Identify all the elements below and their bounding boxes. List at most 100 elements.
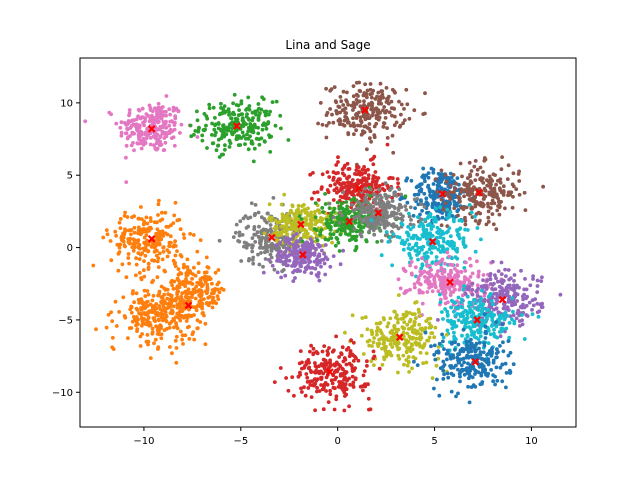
data-point [420, 328, 425, 333]
data-point [494, 365, 499, 370]
data-point [425, 211, 429, 215]
data-point [356, 110, 361, 115]
data-point [267, 258, 271, 262]
data-point [322, 261, 327, 266]
data-point [196, 126, 201, 131]
data-point [418, 344, 422, 349]
data-point [173, 338, 178, 343]
data-point [320, 248, 324, 253]
data-point [320, 122, 325, 127]
centroid-marker-16 [498, 295, 507, 304]
data-point [463, 227, 467, 232]
data-point [504, 385, 508, 390]
data-point [435, 225, 440, 230]
data-point [246, 147, 251, 152]
data-point [451, 246, 455, 251]
data-point [371, 349, 376, 354]
data-point [504, 371, 509, 375]
data-point [333, 243, 338, 248]
data-point [375, 240, 380, 244]
data-point [436, 269, 440, 274]
data-point [500, 155, 504, 160]
data-point [309, 370, 314, 374]
data-point [406, 225, 410, 229]
data-point [305, 231, 310, 236]
data-point [319, 187, 324, 191]
data-point [388, 236, 392, 240]
data-point [479, 356, 484, 361]
data-point [101, 235, 106, 240]
data-point [122, 314, 127, 318]
data-point [132, 148, 136, 153]
data-point [461, 327, 466, 332]
data-point [418, 350, 423, 355]
data-point [156, 213, 160, 217]
data-point [486, 341, 491, 345]
data-point [486, 351, 491, 356]
data-point [253, 111, 258, 116]
data-point [530, 298, 535, 303]
data-point [351, 108, 355, 112]
data-point [338, 384, 342, 389]
data-point [430, 205, 435, 210]
data-point [352, 196, 356, 201]
data-point [331, 209, 336, 214]
data-point [195, 326, 200, 330]
data-point [264, 220, 269, 225]
data-point [375, 94, 379, 99]
data-point [238, 219, 243, 224]
data-point [203, 280, 208, 284]
data-point [410, 325, 414, 329]
data-point [349, 224, 354, 229]
data-point [336, 240, 341, 245]
data-point [486, 362, 491, 367]
data-point [438, 235, 442, 240]
data-point [135, 239, 140, 244]
data-point [437, 393, 442, 398]
data-point [155, 332, 160, 336]
data-point [365, 200, 369, 205]
data-point [291, 279, 296, 283]
data-point [409, 260, 414, 264]
data-point [452, 330, 456, 335]
data-point [362, 165, 366, 169]
data-point [273, 123, 278, 128]
data-point [338, 95, 343, 99]
data-point [426, 171, 431, 176]
data-point [428, 190, 432, 195]
data-point [535, 290, 540, 294]
data-point [439, 275, 444, 280]
data-point [240, 116, 245, 120]
data-point [260, 127, 265, 132]
data-point [365, 364, 369, 368]
data-point [396, 208, 401, 213]
data-point [439, 197, 444, 202]
data-point [334, 186, 339, 191]
data-point [511, 184, 516, 189]
data-point [331, 198, 336, 202]
data-point [319, 362, 324, 366]
data-point [153, 220, 158, 225]
data-point [506, 353, 511, 358]
data-point [256, 102, 261, 106]
data-point [385, 126, 389, 130]
data-point [365, 327, 370, 332]
data-point [354, 116, 359, 120]
data-point [111, 347, 116, 351]
data-point [384, 86, 389, 90]
data-point [479, 373, 484, 378]
data-point [351, 100, 356, 105]
data-point [363, 196, 368, 201]
data-point [241, 124, 246, 128]
data-point [142, 259, 146, 263]
data-point [386, 352, 391, 357]
data-point [420, 233, 425, 237]
data-point [510, 296, 515, 301]
data-point [495, 294, 500, 299]
data-point [444, 179, 449, 184]
data-point [406, 246, 411, 251]
data-point [172, 213, 177, 218]
data-point [368, 187, 373, 192]
data-point [301, 248, 306, 252]
data-point [402, 107, 406, 111]
